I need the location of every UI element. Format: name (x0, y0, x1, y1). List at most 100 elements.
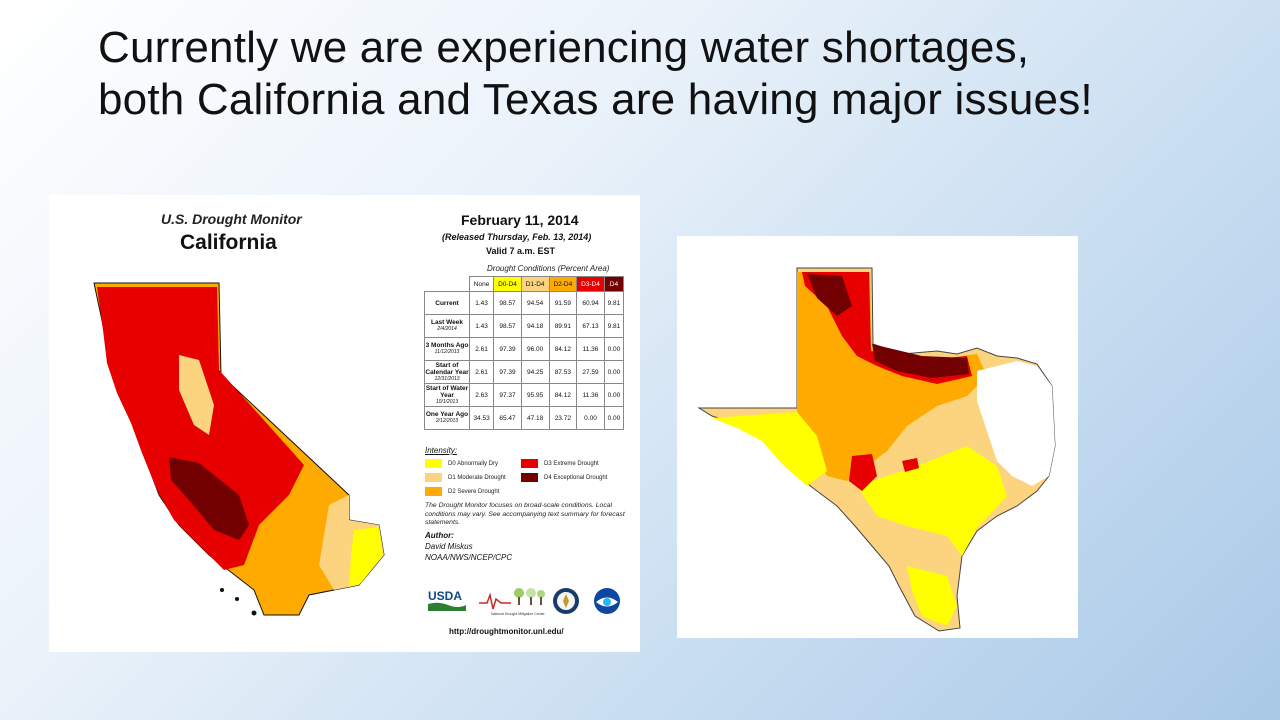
table-cell: 60.94 (576, 291, 605, 315)
table-cell: 98.57 (493, 314, 522, 338)
table-cell: 0.00 (603, 406, 625, 430)
table-cell: 11.36 (576, 337, 605, 361)
table-cell: 97.37 (493, 383, 522, 407)
row-label-text: 3 Months Ago (425, 342, 469, 349)
state-name: California (180, 231, 277, 254)
legend-swatch (425, 487, 442, 496)
legend-item-d3: D3 Extreme Drought (521, 459, 599, 468)
row-label: 3 Months Ago 11/12/2013 (424, 337, 470, 361)
table-cell: 84.12 (548, 383, 578, 407)
table-row: 3 Months Ago 11/12/2013 2.61 97.39 96.00 84.1… (424, 337, 625, 361)
table-cell: 87.53 (548, 360, 578, 384)
row-label: Last Week 2/4/2014 (424, 314, 470, 338)
author-org: NOAA/NWS/NCEP/CPC (425, 553, 513, 562)
table-cell: 34.53 (468, 406, 495, 430)
table-cell: 27.59 (576, 360, 605, 384)
table-row: Current 1.43 98.57 94.54 91.59 60.94 9.81 (424, 291, 625, 315)
column-header: D4 (603, 276, 625, 292)
legend-swatch (425, 473, 442, 482)
texas-map-shape (697, 267, 1056, 632)
row-label: Current (424, 291, 470, 315)
row-label-date: 12/31/2013 (434, 375, 460, 382)
drought-monitor-heading: U.S. Drought Monitor (161, 211, 302, 227)
table-cell: 95.95 (520, 383, 550, 407)
table-cell: 94.54 (520, 291, 550, 315)
legend-swatch (521, 473, 538, 482)
table-cell: 0.00 (603, 360, 625, 384)
table-cell: 1.43 (468, 314, 495, 338)
column-header: D2-D4 (548, 276, 578, 292)
table-cell: 0.00 (576, 406, 605, 430)
table-cell: 2.61 (468, 360, 495, 384)
row-label-date: 10/1/2013 (435, 398, 459, 405)
legend-item-d2: D2 Severe Drought (425, 487, 499, 496)
legend-item-d1: D1 Moderate Drought (425, 473, 506, 482)
noaa-logo-icon (594, 588, 620, 614)
table-cell: 65.47 (493, 406, 522, 430)
row-label-date: 11/12/2013 (434, 349, 460, 355)
monitor-note: The Drought Monitor focuses on broad-sca… (425, 502, 625, 526)
map-date: February 11, 2014 (461, 212, 579, 228)
ndmc-logo: National Drought Mitigation Center (479, 588, 546, 616)
california-drought-map: U.S. Drought Monitor California February… (49, 195, 640, 652)
row-label-date: 2/12/2013 (435, 418, 459, 424)
table-cell: 91.59 (548, 291, 578, 315)
ndmc-logo-caption: National Drought Mitigation Center (491, 612, 546, 616)
row-label: Start of Calendar Year 12/31/2013 (424, 360, 470, 384)
legend-item-d4: D4 Exceptional Drought (521, 473, 607, 482)
monitor-url: http://droughtmonitor.unl.edu/ (449, 627, 564, 636)
column-header: D3-D4 (576, 276, 605, 292)
intensity-title: Intensity: (425, 446, 458, 455)
column-header: D0-D4 (493, 276, 522, 292)
author-name: David Miskus (425, 542, 473, 551)
table-row: Last Week 2/4/2014 1.43 98.57 94.18 89.91 67.1… (424, 314, 625, 338)
row-label: One Year Ago 2/12/2013 (424, 406, 470, 430)
table-cell: 98.57 (493, 291, 522, 315)
commerce-seal-icon (553, 588, 579, 614)
row-label-text: Start of Calendar Year (425, 361, 469, 376)
usda-logo: USDA (428, 589, 466, 611)
release-date: (Released Thursday, Feb. 13, 2014) (442, 232, 592, 242)
row-label-text: Current (435, 299, 459, 307)
row-label: Start of Water Year 10/1/2013 (424, 383, 470, 407)
legend-label: D0 Abnormally Dry (448, 460, 499, 467)
table-cell: 0.00 (603, 383, 625, 407)
table-cell: 11.36 (576, 383, 605, 407)
table-cell: 2.61 (468, 337, 495, 361)
table-cell: 0.00 (603, 337, 625, 361)
california-map-shape (93, 282, 385, 616)
table-caption: Drought Conditions (Percent Area) (487, 264, 610, 273)
legend-label: D2 Severe Drought (448, 488, 500, 495)
table-cell: 2.63 (468, 383, 495, 407)
table-cell: 94.18 (520, 314, 550, 338)
legend-label: D1 Moderate Drought (448, 474, 506, 481)
table-cell: 89.91 (548, 314, 578, 338)
column-header: None (468, 276, 495, 292)
valid-time: Valid 7 a.m. EST (486, 246, 556, 256)
legend-label: D3 Extreme Drought (544, 460, 599, 467)
table-cell: 9.81 (603, 291, 625, 315)
legend-item-d0: D0 Abnormally Dry (425, 459, 498, 468)
slide-title: Currently we are experiencing water shor… (98, 23, 1093, 124)
legend-swatch (521, 459, 538, 468)
table-row: One Year Ago 2/12/2013 34.53 65.47 47.18 23.7… (424, 406, 625, 430)
drought-conditions-table: None D0-D4 D1-D4 D2-D4 D3-D4 D4 Current 1… (424, 276, 625, 430)
author-label: Author: (425, 531, 454, 540)
legend-label: D4 Exceptional Drought (544, 474, 608, 481)
table-cell: 47.18 (520, 406, 550, 430)
table-cell: 84.12 (548, 337, 578, 361)
table-row: Start of Water Year 10/1/2013 2.63 97.37 95.… (424, 383, 625, 407)
row-label-text: Last Week (430, 319, 464, 326)
texas-drought-map (677, 236, 1078, 638)
row-label-text: One Year Ago (425, 411, 469, 418)
table-cell: 67.13 (576, 314, 605, 338)
row-label-date: 2/4/2014 (437, 326, 457, 332)
table-row: Start of Calendar Year 12/31/2013 2.61 97.3… (424, 360, 625, 384)
column-header: D1-D4 (520, 276, 550, 292)
table-corner (425, 277, 470, 292)
usda-logo-text: USDA (428, 589, 462, 603)
table-cell: 9.81 (603, 314, 625, 338)
table-cell: 96.00 (520, 337, 550, 361)
table-cell: 1.43 (468, 291, 495, 315)
table-cell: 97.39 (493, 337, 522, 361)
